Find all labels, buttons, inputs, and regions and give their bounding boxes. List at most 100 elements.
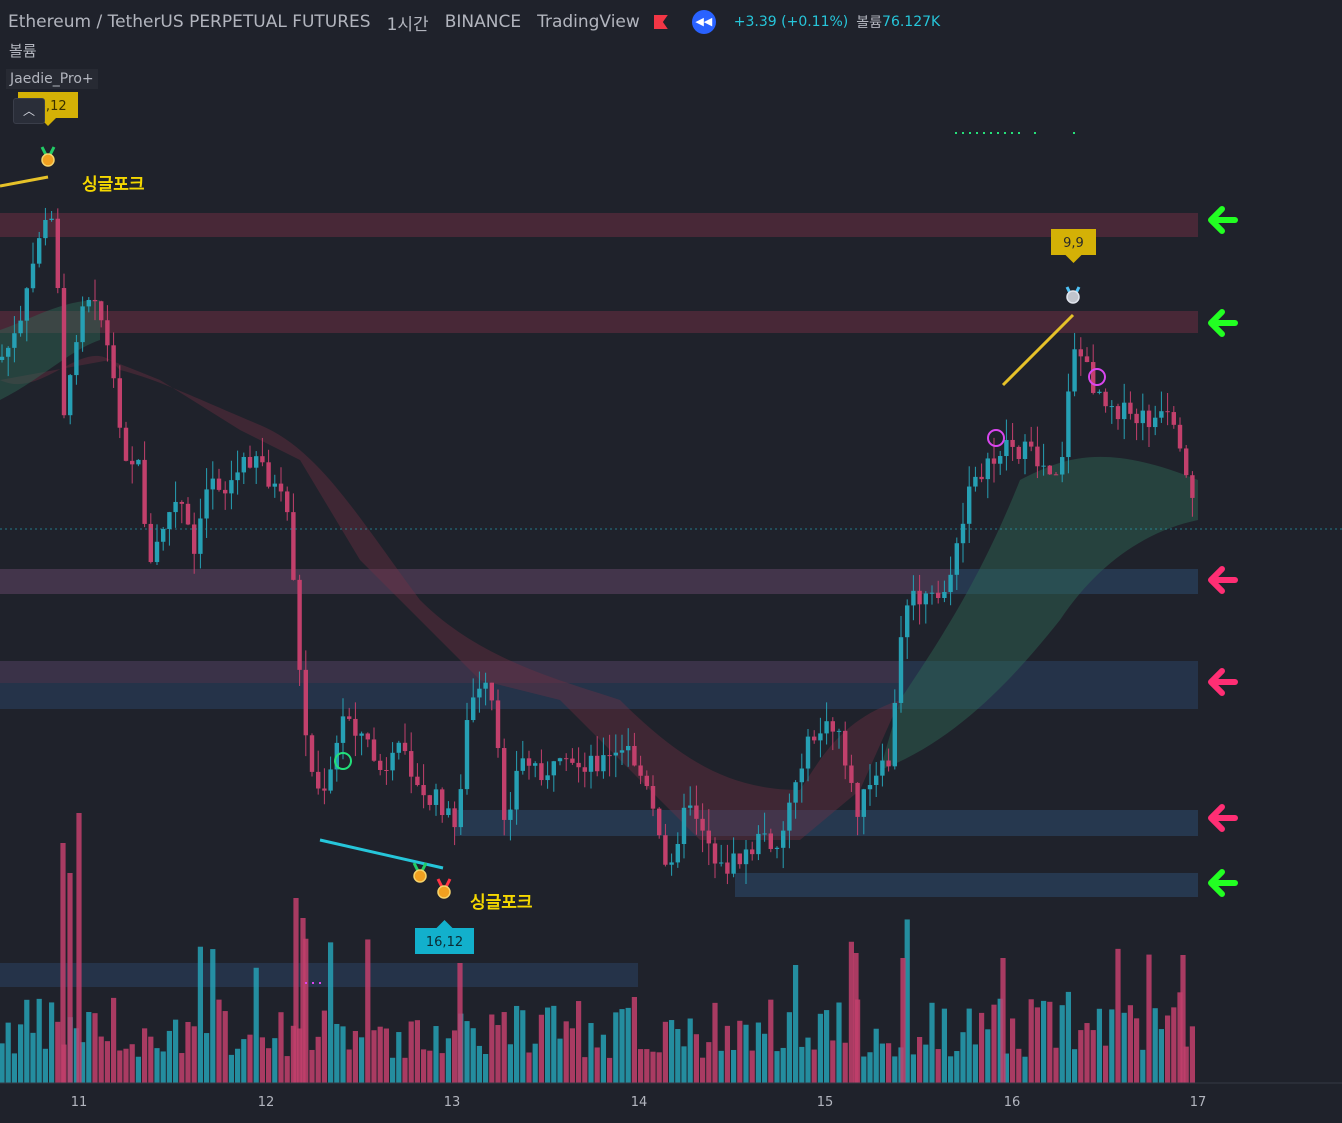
- volume-bar: [867, 1052, 873, 1083]
- volume-bar: [470, 1028, 476, 1083]
- candle-body: [353, 718, 358, 736]
- volume-bar: [278, 1012, 284, 1083]
- candle-body: [130, 460, 135, 465]
- volume-bar: [520, 1010, 526, 1083]
- candle-body: [818, 733, 823, 741]
- volume-bar: [799, 1046, 805, 1083]
- candle-body: [669, 862, 674, 865]
- dot-marker: [997, 132, 999, 134]
- indicator-script[interactable]: Jaedie_Pro+: [6, 69, 98, 89]
- candle-body: [570, 758, 575, 763]
- candle-body: [582, 767, 587, 772]
- candle-body: [1140, 410, 1145, 424]
- price-label-text: 9,9: [1063, 236, 1084, 251]
- candle-body: [1159, 411, 1164, 418]
- candle-body: [905, 605, 910, 638]
- candle-body: [520, 758, 525, 771]
- volume-bar: [743, 1024, 749, 1083]
- volume-bar: [551, 1005, 557, 1083]
- candle-body: [1078, 349, 1083, 357]
- volume-bar: [1189, 1026, 1195, 1083]
- candle-body: [793, 782, 798, 803]
- volume-bar: [780, 1047, 786, 1083]
- candle-body: [1153, 417, 1158, 428]
- candle-body: [49, 218, 54, 220]
- dot-marker: [1034, 132, 1036, 134]
- flag-icon[interactable]: [653, 15, 668, 29]
- volume-bar: [842, 1042, 848, 1083]
- volume-bar: [693, 1034, 699, 1083]
- zone-band: [0, 311, 1198, 333]
- symbol-title[interactable]: Ethereum / TetherUS PERPETUAL FUTURES: [8, 12, 371, 32]
- volume-bar: [142, 1028, 148, 1083]
- volume-bar: [631, 996, 637, 1083]
- volume-bar: [861, 1056, 867, 1083]
- platform: TradingView: [537, 12, 640, 32]
- candle-body: [495, 700, 501, 749]
- candle-body: [489, 682, 494, 701]
- volume-bar: [712, 1002, 718, 1083]
- chevron-up-icon[interactable]: ︿: [13, 98, 45, 124]
- candle-body: [824, 721, 829, 734]
- candle-body: [1134, 413, 1139, 424]
- candle-body: [396, 742, 401, 753]
- candle-body: [750, 849, 755, 855]
- volume-bar: [247, 1034, 253, 1083]
- volume-bar: [241, 1039, 247, 1083]
- candle-body: [774, 847, 780, 849]
- price-label-text: 16,12: [426, 935, 463, 950]
- volume-bar: [1165, 1015, 1171, 1083]
- volume-bar: [18, 1024, 24, 1083]
- volume-bar: [1065, 991, 1071, 1083]
- indicator-volume[interactable]: 볼륨: [9, 42, 37, 60]
- volume-bar: [576, 1001, 582, 1083]
- candle-body: [1029, 441, 1034, 447]
- zones-layer: [0, 213, 1198, 987]
- candle-body: [855, 782, 860, 817]
- candle-body: [266, 462, 271, 487]
- volume-bar: [526, 1052, 532, 1083]
- volume-bar: [433, 1026, 439, 1083]
- cloud-bullish-left: [0, 300, 100, 400]
- annotation-text: 싱글포크: [470, 893, 533, 913]
- candle-body: [1010, 439, 1015, 447]
- divergence-line: [1001, 313, 1075, 387]
- volume-bar: [811, 1049, 817, 1083]
- volume-bar: [390, 1057, 396, 1083]
- volume-bar: [445, 1038, 451, 1083]
- candle-body: [650, 786, 656, 809]
- candle-body: [359, 733, 364, 736]
- candle-body: [985, 458, 990, 480]
- volume-bar: [755, 1022, 761, 1083]
- annotation-text: 싱글포크: [82, 175, 145, 195]
- volume-bar: [768, 999, 774, 1083]
- volume-bar: [1121, 1012, 1127, 1083]
- replay-icon[interactable]: ◀◀: [691, 10, 716, 34]
- candle-body: [43, 219, 48, 239]
- candle-body: [799, 768, 804, 783]
- volume-bar: [991, 1004, 997, 1083]
- candle-body: [595, 755, 600, 772]
- candle-body: [1177, 424, 1183, 449]
- candle-body: [551, 761, 556, 776]
- candle-body: [632, 745, 637, 766]
- candle-body: [433, 789, 439, 805]
- candle-body: [812, 736, 817, 741]
- candle-body: [402, 742, 408, 752]
- candle-body: [781, 830, 786, 848]
- candle-body: [1022, 441, 1028, 459]
- timeframe[interactable]: 1시간: [386, 14, 429, 35]
- volume-bar: [879, 1043, 885, 1083]
- time-tick-label: 15: [817, 1095, 834, 1110]
- candle-body: [861, 789, 866, 817]
- signal-circle: [1088, 368, 1106, 386]
- volume-bar: [266, 1048, 272, 1083]
- volume-bar: [644, 1049, 650, 1083]
- candle-body: [973, 476, 978, 487]
- candle-body: [452, 808, 457, 828]
- candle-body: [681, 807, 687, 844]
- dot-marker: [1004, 132, 1006, 134]
- candle-body: [1004, 439, 1009, 457]
- candle-body: [1103, 391, 1108, 407]
